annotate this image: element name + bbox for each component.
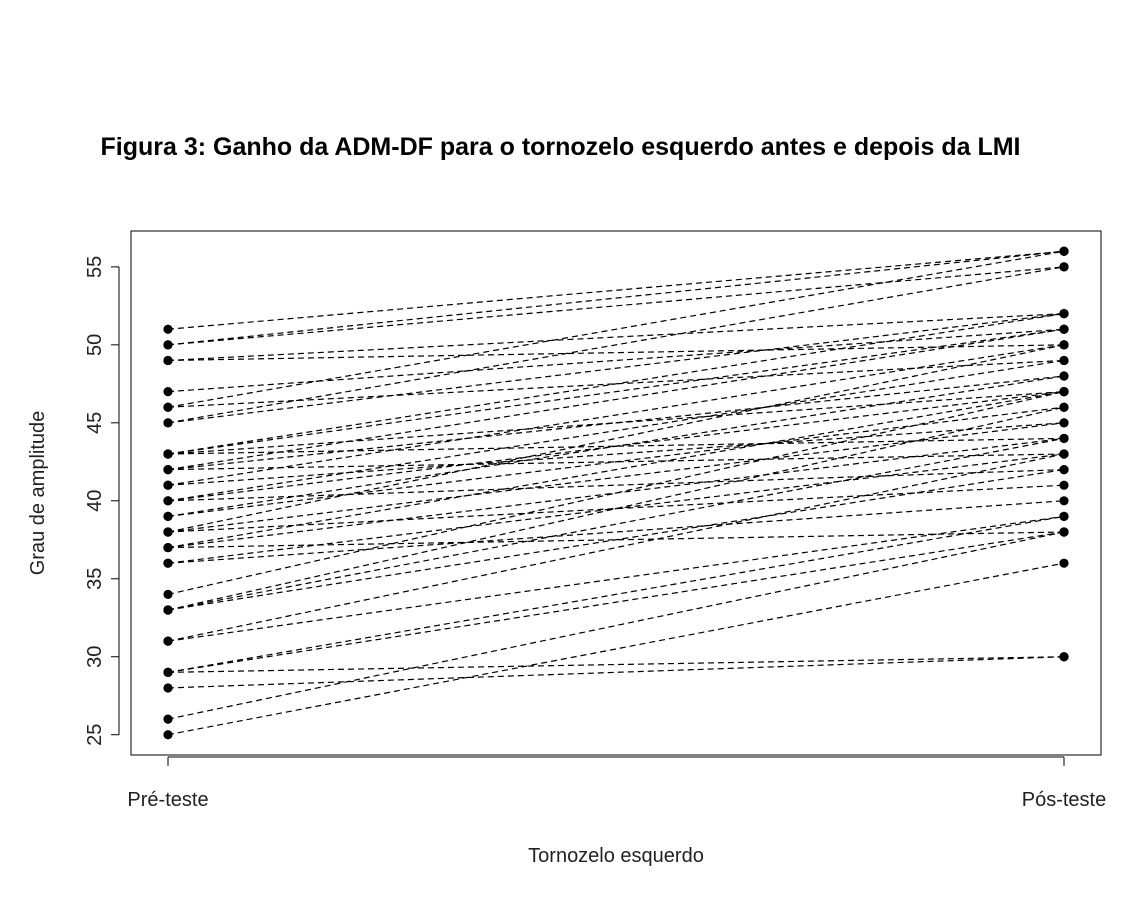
subject-line [167, 469, 1065, 502]
pre-test-point [163, 355, 173, 366]
post-test-point [1059, 387, 1069, 397]
post-test-point [1059, 246, 1069, 256]
subject-line [167, 469, 1065, 611]
subject-line [167, 328, 1065, 455]
post-test-point [1059, 324, 1069, 334]
post-test-point [1059, 402, 1069, 412]
y-tick-label: 25 [84, 724, 106, 746]
figure-title: Figura 3: Ganho da ADM-DF para o tornoze… [100, 133, 1021, 161]
subject-line [167, 344, 1065, 533]
subject-line [167, 437, 1065, 611]
pre-test-point [163, 496, 173, 506]
pre-test-point [163, 340, 173, 350]
pre-test-point [163, 511, 173, 521]
post-test-point [1059, 340, 1069, 350]
post-test-point [1059, 433, 1069, 444]
pre-test-point [163, 589, 173, 599]
pre-test-point [163, 324, 173, 334]
subject-line [167, 313, 1065, 362]
subject-line [167, 391, 1065, 595]
subject-line [167, 250, 1065, 408]
post-test-point [1059, 418, 1069, 428]
subject-line [167, 422, 1065, 533]
post-test-point [1059, 480, 1069, 490]
x-tick-label: Pós-teste [1022, 789, 1106, 811]
subject-line [167, 515, 1065, 642]
subject-line [167, 500, 1065, 564]
post-test-point [1059, 465, 1069, 475]
post-test-point [1059, 309, 1069, 319]
post-test-point [1059, 371, 1069, 381]
subject-line [167, 531, 1065, 673]
post-test-point [1059, 652, 1069, 662]
subject-line [167, 406, 1065, 517]
post-test-point [1059, 449, 1069, 459]
subject-line [167, 344, 1065, 362]
x-axis-label: Tornozelo esquerdo [528, 845, 704, 867]
subject-line [167, 422, 1065, 486]
subject-line [167, 375, 1065, 517]
x-tick-label: Pré-teste [127, 789, 208, 811]
plot-frame [130, 230, 1102, 756]
subject-line [167, 562, 1065, 736]
x-axis: Pré-teste Pós-teste [127, 756, 1106, 811]
subject-line [167, 359, 1065, 502]
subject-line [167, 515, 1065, 673]
subject-line [167, 328, 1065, 471]
pre-test-point [163, 465, 173, 475]
subject-line [167, 266, 1065, 424]
subject-line [167, 656, 1065, 689]
y-axis-label: Grau de amplitude [27, 411, 49, 576]
subject-line [167, 437, 1065, 549]
subject-line [167, 656, 1065, 673]
pre-test-point [163, 542, 173, 553]
subject-line [167, 266, 1065, 346]
pre-test-point [163, 714, 173, 724]
subject-line [167, 531, 1065, 720]
y-tick-label: 55 [84, 256, 106, 278]
pre-test-point [163, 667, 173, 677]
subject-line [167, 344, 1065, 486]
pre-test-point [163, 449, 173, 459]
y-tick-label: 45 [84, 412, 106, 434]
pre-test-point [163, 636, 173, 646]
pre-test-point [163, 418, 173, 428]
pre-test-point [163, 527, 173, 537]
post-test-point [1059, 496, 1069, 506]
pre-test-point [163, 683, 173, 693]
subject-line [167, 406, 1065, 611]
y-tick-label: 35 [84, 568, 106, 590]
post-test-point [1059, 527, 1069, 537]
post-test-point [1059, 355, 1069, 366]
pre-test-point [163, 730, 173, 740]
y-tick-label: 40 [84, 490, 106, 512]
pre-test-point [163, 402, 173, 412]
subject-line [167, 375, 1065, 471]
series-lines [167, 250, 1065, 736]
subject-line [167, 391, 1065, 549]
post-test-point [1059, 262, 1069, 272]
y-axis: 25 30 35 40 45 50 55 [84, 256, 120, 746]
pre-test-point [163, 387, 173, 397]
post-test-point [1059, 511, 1069, 521]
subject-line [167, 313, 1065, 424]
post-test-point [1059, 558, 1069, 568]
series-points [163, 246, 1069, 740]
pre-test-point [163, 558, 173, 568]
subject-line [167, 328, 1065, 393]
pre-test-point [163, 605, 173, 615]
subject-line [167, 250, 1065, 346]
y-tick-label: 50 [84, 334, 106, 356]
subject-line [167, 313, 1065, 455]
pre-test-point [163, 480, 173, 490]
y-tick-label: 30 [84, 646, 106, 668]
subject-line [167, 453, 1065, 642]
subject-line [167, 453, 1065, 564]
